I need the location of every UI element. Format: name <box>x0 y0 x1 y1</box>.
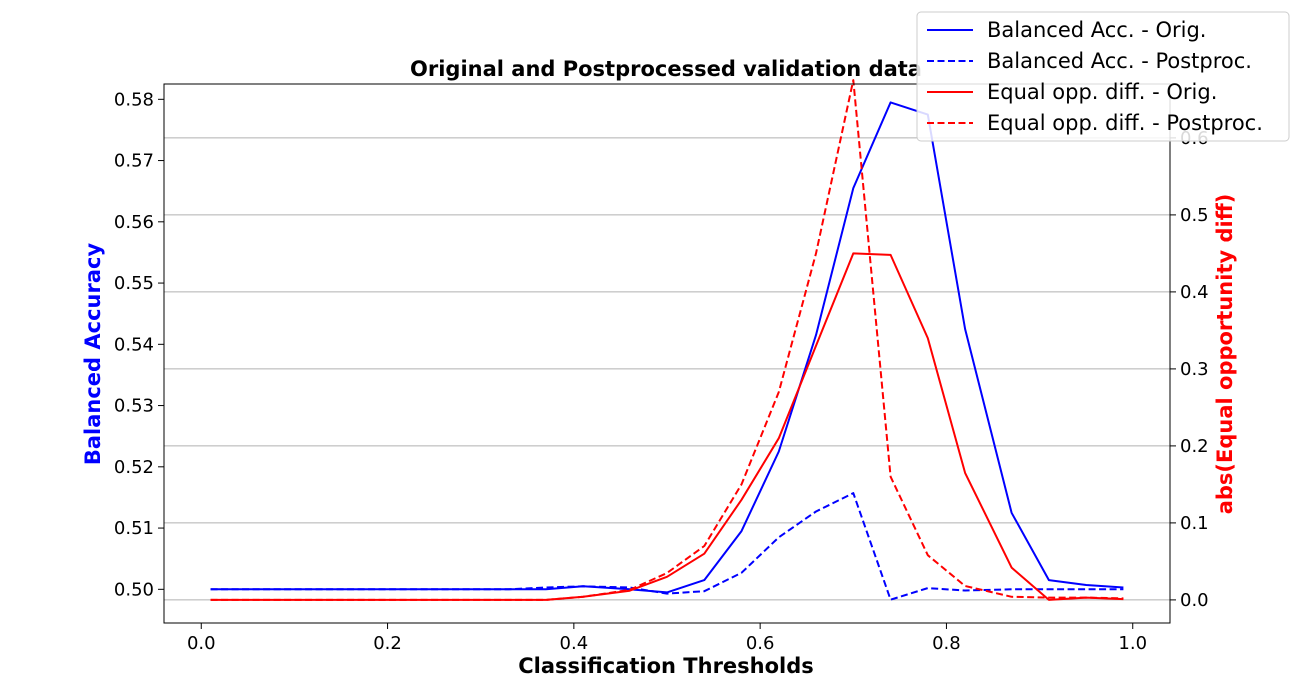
legend-label: Equal opp. diff. - Postproc. <box>987 111 1263 135</box>
y-left-tick-label: 0.52 <box>114 457 154 478</box>
y-axis-right-title: abs(Equal opportunity diff) <box>1213 194 1237 515</box>
y-axis-left-title: Balanced Accuracy <box>81 243 105 466</box>
legend-item: Balanced Acc. - Postproc. <box>927 49 1252 73</box>
x-axis: 0.0 0.2 0.4 0.6 0.8 1.0 <box>187 623 1147 654</box>
legend-item: Equal opp. diff. - Postproc. <box>927 111 1263 135</box>
x-tick-label: 0.4 <box>560 633 589 654</box>
y-left-tick-label: 0.54 <box>114 334 154 355</box>
x-tick-label: 0.0 <box>187 633 216 654</box>
y-left-tick-label: 0.51 <box>114 518 154 539</box>
chart-title: Original and Postprocessed validation da… <box>410 57 922 81</box>
x-tick-label: 1.0 <box>1118 633 1147 654</box>
grid-layer <box>164 137 1170 601</box>
legend-label: Balanced Acc. - Postproc. <box>987 49 1252 73</box>
series-line-balanced-acc-orig <box>210 101 1124 594</box>
y-right-tick-label: 0.1 <box>1180 513 1209 534</box>
plot-frame <box>163 83 1171 624</box>
y-left-tick-label: 0.57 <box>114 151 154 172</box>
y-right-tick-label: 0.3 <box>1180 359 1209 380</box>
y-left-tick-label: 0.53 <box>114 396 154 417</box>
y-right-tick-label: 0.2 <box>1180 436 1209 457</box>
x-tick-label: 0.2 <box>373 633 402 654</box>
y-axis-right: 0.00.10.20.30.40.50.6 <box>1170 128 1209 611</box>
legend-item: Balanced Acc. - Orig. <box>927 18 1206 42</box>
series-layer <box>210 79 1124 601</box>
legend-item: Equal opp. diff. - Orig. <box>927 80 1217 104</box>
legend: Balanced Acc. - Orig. Balanced Acc. - Pos… <box>916 11 1290 142</box>
legend-box <box>916 11 1290 142</box>
legend-label: Equal opp. diff. - Orig. <box>987 80 1217 104</box>
y-right-tick-label: 0.5 <box>1180 205 1209 226</box>
series-line-balanced-acc-postproc <box>210 492 1124 601</box>
y-right-tick-label: 0.0 <box>1180 590 1209 611</box>
y-left-tick-label: 0.58 <box>114 89 154 110</box>
legend-label: Balanced Acc. - Orig. <box>987 18 1206 42</box>
y-left-tick-label: 0.56 <box>114 212 154 233</box>
y-left-tick-label: 0.55 <box>114 273 154 294</box>
y-right-tick-label: 0.4 <box>1180 282 1209 303</box>
x-axis-title: Classification Thresholds <box>518 654 814 678</box>
x-tick-label: 0.8 <box>932 633 961 654</box>
y-left-tick-label: 0.50 <box>114 579 154 600</box>
x-tick-label: 0.6 <box>746 633 775 654</box>
series-line-equal-opp-diff-postproc <box>210 79 1124 601</box>
series-line-equal-opp-diff-orig <box>210 252 1124 601</box>
y-axis-left: 0.50 0.51 0.52 0.53 0.54 0.55 0.56 0.57 0.58 <box>114 89 164 600</box>
